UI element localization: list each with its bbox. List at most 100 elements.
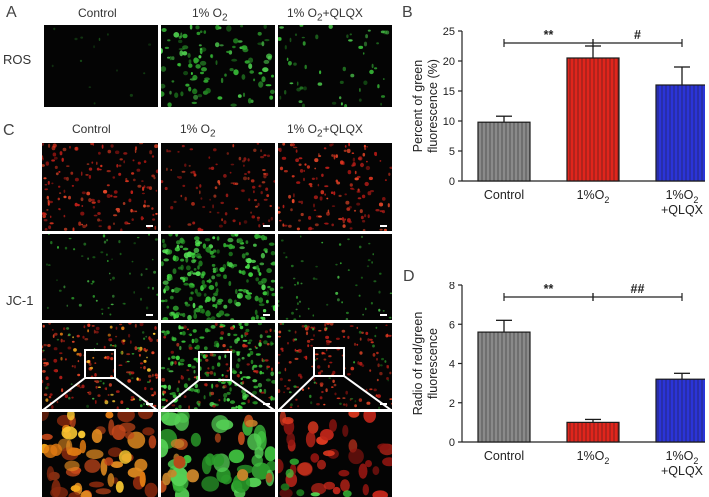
cell-blob <box>369 388 373 391</box>
cell-blob <box>62 147 67 152</box>
cell-blob <box>329 419 337 432</box>
cell-blob <box>260 252 265 259</box>
cell-blob <box>108 272 111 275</box>
cell-blob <box>92 356 95 359</box>
cell-blob <box>325 327 328 330</box>
cell-blob <box>379 272 382 275</box>
cell-blob <box>163 331 168 336</box>
cell-blob <box>161 398 166 401</box>
cell-blob <box>325 166 330 169</box>
cell-blob <box>114 344 117 348</box>
cell-blob <box>63 195 67 199</box>
cell-blob <box>264 330 268 334</box>
cell-blob <box>186 469 199 483</box>
cell-blob <box>294 330 297 334</box>
cell-blob <box>122 302 126 305</box>
cell-blob <box>199 184 202 188</box>
cell-blob <box>279 219 282 222</box>
cell-blob <box>298 219 301 222</box>
cell-blob <box>226 391 231 395</box>
cell-blob <box>51 159 55 162</box>
y-axis-label: Radio of red/green <box>411 312 425 416</box>
cell-blob <box>59 332 63 336</box>
ros-image-hypoxia-qlqx <box>278 25 392 107</box>
cell-blob <box>210 54 213 58</box>
cell-blob <box>92 205 96 209</box>
cell-blob <box>374 334 377 338</box>
cell-blob <box>218 399 221 402</box>
cell-blob <box>53 27 56 31</box>
cell-blob <box>149 338 153 342</box>
cell-blob <box>342 66 346 72</box>
cell-blob <box>261 41 265 47</box>
cell-blob <box>226 398 230 402</box>
cell-blob <box>245 328 250 333</box>
cell-blob <box>346 148 351 154</box>
cell-blob <box>199 60 207 66</box>
cell-blob <box>294 357 299 360</box>
cell-blob <box>88 198 92 203</box>
cell-blob <box>187 314 192 320</box>
cell-blob <box>258 297 264 303</box>
cell-blob <box>370 301 373 305</box>
cell-blob <box>42 164 45 167</box>
cell-blob <box>271 380 275 384</box>
cell-blob <box>297 405 300 408</box>
cell-blob <box>116 406 119 409</box>
cell-blob <box>81 191 86 195</box>
jc1-green-control <box>42 234 158 320</box>
cell-blob <box>90 198 95 202</box>
cell-blob <box>45 161 49 166</box>
cell-blob <box>117 412 135 423</box>
cell-blob <box>190 171 193 174</box>
panel-b-letter: B <box>402 4 413 21</box>
cell-blob <box>330 191 334 194</box>
cell-blob <box>123 302 126 305</box>
cell-blob <box>318 153 320 156</box>
cell-blob <box>214 433 221 443</box>
cell-blob <box>363 412 376 423</box>
cell-blob <box>267 219 271 223</box>
cell-blob <box>179 245 184 248</box>
cell-blob <box>303 177 305 182</box>
scale-bar <box>263 225 270 227</box>
cell-blob <box>53 347 58 351</box>
jc1-zoom-hypoxia-qlqx <box>278 412 392 497</box>
cell-blob <box>194 383 198 389</box>
cell-blob <box>174 360 177 365</box>
cell-blob <box>319 396 323 400</box>
cell-blob <box>247 341 251 345</box>
cell-blob <box>332 370 336 375</box>
cell-blob <box>347 238 350 241</box>
cell-blob <box>131 377 134 380</box>
cell-blob <box>126 371 130 374</box>
cell-blob <box>194 236 200 241</box>
cell-blob <box>48 200 53 204</box>
jc1-zoom-control <box>42 412 158 497</box>
cell-blob <box>384 179 387 182</box>
cell-blob <box>68 492 81 497</box>
cell-blob <box>347 170 352 175</box>
cell-blob <box>326 211 330 216</box>
cell-blob <box>120 228 123 231</box>
cell-blob <box>317 82 323 86</box>
cell-blob <box>193 313 198 319</box>
cell-blob <box>176 342 180 347</box>
cell-blob <box>362 228 366 231</box>
cell-blob <box>199 336 205 339</box>
cell-blob <box>349 227 353 230</box>
cell-blob <box>314 223 319 227</box>
cell-blob <box>261 284 266 291</box>
cell-blob <box>197 265 200 270</box>
cell-blob <box>221 474 232 485</box>
cell-blob <box>261 76 266 83</box>
cell-blob <box>267 55 272 61</box>
cell-blob <box>279 323 283 326</box>
cell-blob <box>193 369 196 374</box>
zoom-line <box>114 377 158 411</box>
cell-blob <box>152 258 154 261</box>
cell-blob <box>162 317 169 320</box>
cell-blob <box>113 190 118 194</box>
cell-blob <box>182 51 188 56</box>
cell-blob <box>359 337 362 341</box>
